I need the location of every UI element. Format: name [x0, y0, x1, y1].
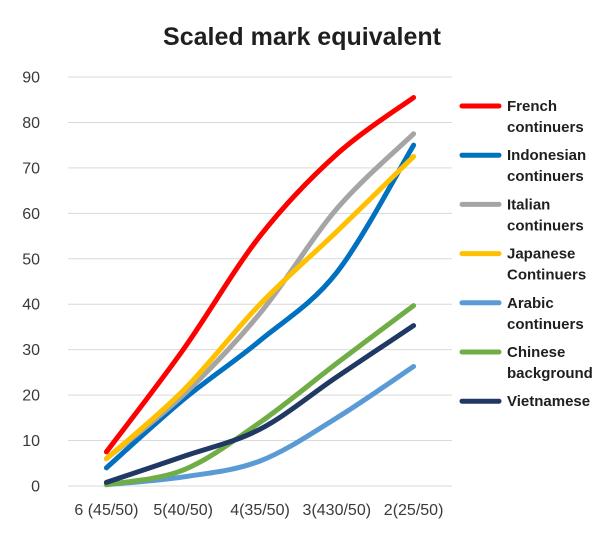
- x-tick-label: 3(430/50): [303, 502, 372, 519]
- gridlines: [68, 76, 452, 487]
- legend-label: continuers: [507, 217, 584, 234]
- legend-item-japanese-continuers: Japanese Continuers: [459, 246, 586, 284]
- y-tick-label: 40: [22, 297, 40, 314]
- legend-item-vietnamese: Vietnamese: [459, 393, 590, 410]
- legend-label: continuers: [507, 316, 584, 333]
- series-line-japanese-continuers: [103, 154, 417, 462]
- series-line-french-continuers: [103, 94, 417, 455]
- legend-item-italian-continuers: Italian continuers: [459, 196, 584, 234]
- legend-item-arabic-continuers: Arabic continuers: [459, 295, 584, 333]
- series-line-italian-continuers: [103, 131, 417, 462]
- x-tick-label: 5(40/50): [153, 502, 213, 519]
- y-tick-label: 20: [22, 388, 40, 405]
- x-tick-label: 6 (45/50): [74, 502, 138, 519]
- legend-label: Continuers: [507, 267, 586, 284]
- y-tick-label: 50: [22, 251, 40, 268]
- legend-item-chinese-background: Chinese background: [459, 344, 593, 382]
- series-lines: [103, 94, 417, 488]
- legend-label: Arabic: [507, 295, 554, 312]
- y-tick-label: 0: [31, 479, 40, 496]
- series-line-chinese-background: [103, 303, 417, 488]
- legend-item-indonesian-continuers: Indonesian continuers: [459, 147, 586, 185]
- legend: FrenchcontinuersIndonesiancontinuersItal…: [459, 98, 593, 410]
- x-tick-label: 2(25/50): [384, 502, 444, 519]
- legend-label: Italian: [507, 196, 550, 213]
- legend-label: continuers: [507, 119, 584, 136]
- legend-label: Indonesian: [507, 147, 586, 164]
- y-tick-label: 60: [22, 206, 40, 223]
- legend-item-french-continuers: French continuers: [459, 98, 584, 136]
- x-axis-tick-labels: 6 (45/50) 5(40/50) 4(35/50) 3(430/50) 2(25/5…: [74, 502, 443, 519]
- y-tick-label: 30: [22, 342, 40, 359]
- chart-title: Scaled mark equivalent: [163, 23, 442, 51]
- legend-label: Chinese: [507, 344, 565, 361]
- legend-label: Japanese: [507, 246, 575, 263]
- legend-label: background: [507, 365, 593, 382]
- y-axis-tick-labels: 0 10 20 30 40 50 60 70 80 90: [22, 70, 40, 496]
- y-tick-label: 70: [22, 160, 40, 177]
- legend-label: French: [507, 98, 557, 115]
- x-tick-label: 4(35/50): [230, 502, 290, 519]
- legend-label: continuers: [507, 168, 584, 185]
- y-tick-label: 10: [22, 433, 40, 450]
- series-line-vietnamese: [103, 323, 417, 485]
- series-line-indonesian-continuers: [103, 142, 417, 471]
- series-line-arabic-continuers: [103, 363, 417, 488]
- y-tick-label: 80: [22, 115, 40, 132]
- y-tick-label: 90: [22, 70, 40, 87]
- legend-label: Vietnamese: [507, 393, 590, 410]
